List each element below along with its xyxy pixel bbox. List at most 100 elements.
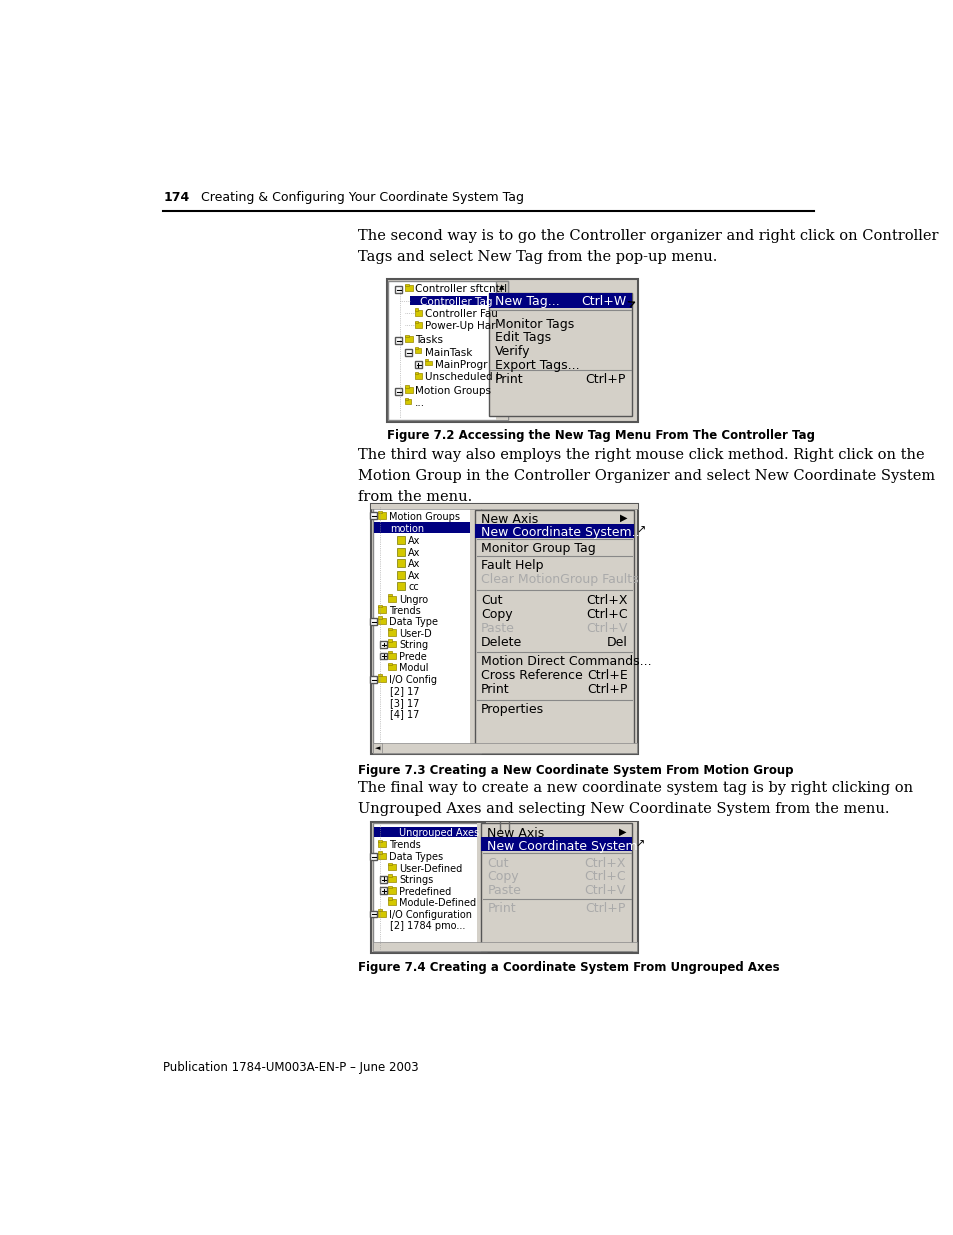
Bar bbox=[370, 618, 377, 625]
Text: 174: 174 bbox=[163, 190, 190, 204]
Text: Monitor Tags: Monitor Tags bbox=[495, 317, 574, 331]
Bar bbox=[395, 287, 402, 293]
Bar bbox=[388, 280, 508, 420]
Bar bbox=[373, 743, 637, 752]
Bar bbox=[496, 280, 508, 420]
Bar bbox=[388, 641, 395, 647]
Bar bbox=[388, 888, 395, 894]
Text: Unscheduled I: Unscheduled I bbox=[424, 372, 498, 383]
Text: Prede: Prede bbox=[398, 652, 426, 662]
Text: Ctrl+P: Ctrl+P bbox=[585, 902, 625, 915]
Text: New Axis: New Axis bbox=[480, 514, 537, 526]
Bar bbox=[388, 899, 395, 905]
Text: New Coordinate System...: New Coordinate System... bbox=[480, 526, 643, 540]
Text: User-D: User-D bbox=[398, 629, 432, 638]
Bar bbox=[410, 296, 487, 305]
Text: Copy: Copy bbox=[487, 871, 518, 883]
Bar bbox=[485, 823, 637, 831]
Bar bbox=[377, 513, 385, 519]
Text: Delete: Delete bbox=[480, 636, 522, 648]
Bar bbox=[377, 851, 381, 853]
Bar bbox=[388, 863, 392, 864]
Text: Controller Fau: Controller Fau bbox=[424, 309, 497, 319]
Text: ...: ... bbox=[415, 399, 425, 409]
Bar bbox=[377, 605, 381, 608]
Text: Cut: Cut bbox=[480, 594, 502, 608]
Bar bbox=[380, 641, 387, 648]
Bar bbox=[388, 885, 392, 888]
Text: I/O Configuration: I/O Configuration bbox=[389, 910, 472, 920]
Text: Verify: Verify bbox=[495, 346, 530, 358]
Text: Ctrl+P: Ctrl+P bbox=[585, 373, 625, 387]
Bar bbox=[373, 743, 381, 752]
Bar bbox=[370, 513, 377, 520]
Bar bbox=[388, 640, 392, 642]
Text: Predefined: Predefined bbox=[398, 887, 451, 897]
Bar bbox=[480, 837, 632, 851]
Text: Cut: Cut bbox=[487, 857, 508, 869]
Bar bbox=[488, 293, 632, 416]
Bar bbox=[371, 504, 638, 755]
Bar bbox=[395, 388, 402, 395]
Bar bbox=[415, 362, 422, 368]
Text: Print: Print bbox=[480, 683, 509, 695]
Bar bbox=[377, 909, 381, 911]
Text: Motion Groups: Motion Groups bbox=[389, 511, 459, 521]
Bar bbox=[388, 630, 395, 636]
Bar bbox=[388, 651, 392, 653]
Text: MainProgr: MainProgr bbox=[435, 359, 487, 370]
Text: Paste: Paste bbox=[487, 884, 520, 898]
Text: Print: Print bbox=[487, 902, 516, 915]
Text: Ax: Ax bbox=[408, 548, 420, 558]
Bar bbox=[377, 841, 385, 847]
Bar bbox=[374, 522, 470, 534]
Bar bbox=[415, 309, 418, 311]
Text: Module-Defined: Module-Defined bbox=[398, 898, 476, 908]
Text: ▶: ▶ bbox=[618, 826, 625, 836]
Text: ↗: ↗ bbox=[635, 840, 644, 850]
Text: [2] 17: [2] 17 bbox=[390, 687, 418, 697]
Bar bbox=[373, 824, 487, 951]
Text: Cross Reference: Cross Reference bbox=[480, 668, 582, 682]
Bar bbox=[397, 559, 405, 567]
Bar bbox=[377, 606, 385, 613]
Text: ↗: ↗ bbox=[637, 526, 645, 536]
Bar bbox=[405, 385, 409, 388]
Bar bbox=[371, 823, 638, 953]
Text: Edit Tags: Edit Tags bbox=[495, 331, 551, 345]
Bar bbox=[405, 336, 413, 342]
Text: Ctrl+W: Ctrl+W bbox=[580, 295, 625, 309]
Bar bbox=[425, 361, 431, 366]
Bar bbox=[388, 652, 395, 658]
Bar bbox=[388, 876, 395, 882]
Text: Controller Tag: Controller Tag bbox=[419, 296, 492, 306]
Bar bbox=[415, 310, 422, 316]
Bar bbox=[405, 350, 412, 356]
Bar bbox=[496, 280, 508, 293]
Text: Ax: Ax bbox=[408, 536, 420, 546]
Bar bbox=[415, 322, 422, 329]
Bar bbox=[388, 874, 392, 877]
Text: Properties: Properties bbox=[480, 703, 544, 715]
Text: I/O Config: I/O Config bbox=[389, 674, 436, 685]
Text: Motion Groups: Motion Groups bbox=[415, 387, 491, 396]
Bar bbox=[405, 284, 409, 287]
Bar bbox=[388, 627, 392, 630]
Bar bbox=[415, 347, 418, 350]
Bar bbox=[475, 524, 633, 537]
Text: Trends: Trends bbox=[389, 605, 420, 615]
Bar bbox=[380, 652, 387, 659]
Bar bbox=[386, 279, 638, 421]
Bar bbox=[405, 387, 413, 393]
Bar bbox=[377, 840, 381, 842]
Text: New Axis: New Axis bbox=[487, 826, 544, 840]
Bar bbox=[405, 335, 409, 337]
Bar bbox=[388, 827, 392, 830]
Text: ▲: ▲ bbox=[498, 284, 504, 290]
Bar bbox=[380, 888, 387, 894]
Text: MainTask: MainTask bbox=[425, 347, 473, 358]
Text: The final way to create a new coordinate system tag is by right clicking on
Ungr: The final way to create a new coordinate… bbox=[357, 782, 912, 816]
Text: Ctrl+P: Ctrl+P bbox=[587, 683, 627, 695]
Bar bbox=[397, 548, 405, 556]
Text: New Tag...: New Tag... bbox=[495, 295, 559, 309]
